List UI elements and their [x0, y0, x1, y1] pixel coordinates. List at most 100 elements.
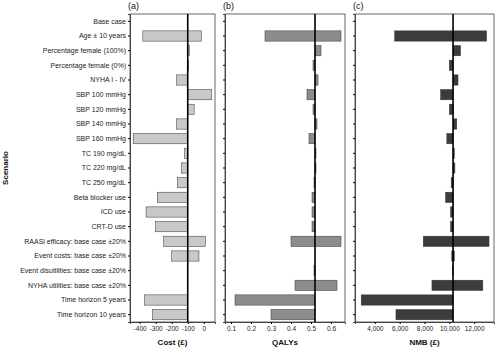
tick-label: Time horizon 10 years [57, 311, 126, 319]
bar [446, 192, 453, 202]
y-tick [223, 212, 225, 213]
bar [295, 280, 337, 290]
y-tick [353, 270, 355, 271]
tick-mark [223, 314, 225, 315]
panel: 4,0006,0008,00010,00012,000(c)NMB (£) [353, 1, 495, 347]
bar [423, 236, 489, 246]
x-tick: -400 [134, 322, 147, 332]
y-tick [353, 138, 355, 139]
bar [181, 163, 187, 173]
bar [177, 119, 188, 129]
y-axis-title: Scenario [1, 151, 10, 185]
y-tick [223, 314, 225, 315]
tick-mark [223, 94, 225, 95]
y-tick: SBP 160 mmHg [76, 135, 130, 143]
y-tick [353, 124, 355, 125]
tick-label: CRT-D use [92, 223, 127, 230]
y-tick [223, 109, 225, 110]
base-line [452, 14, 454, 322]
bar [265, 31, 341, 41]
tick-mark [223, 182, 225, 183]
tick-mark [223, 226, 225, 227]
y-tick [223, 65, 225, 66]
tick-mark [223, 241, 225, 242]
y-tick: ICD use [101, 208, 130, 215]
bar [152, 310, 187, 320]
bar [271, 310, 315, 320]
tick-mark [128, 300, 130, 301]
bar [164, 236, 206, 246]
tick-mark [223, 212, 225, 213]
tick-label: Time horizon 5 years [61, 296, 127, 304]
y-tick [223, 168, 225, 169]
tick-mark [353, 270, 355, 271]
y-tick [223, 270, 225, 271]
tick-label: RAASi efficacy: base case ±20% [24, 238, 126, 246]
axis-line [223, 15, 226, 323]
tick-label: Beta blocker use [74, 194, 126, 201]
tick-mark [223, 124, 225, 125]
bar [291, 236, 341, 246]
y-tick [353, 314, 355, 315]
y-tick: SBP 120 mmHg [76, 106, 130, 114]
y-tick [353, 80, 355, 81]
tick-label: 0.2 [247, 325, 256, 332]
tick-mark [128, 94, 130, 95]
tick-label: Percentage female (100%) [43, 47, 126, 55]
y-tick [353, 285, 355, 286]
tick-label: NYHA utilities: base case ±20% [28, 282, 126, 289]
y-tick [353, 94, 355, 95]
bar [235, 295, 315, 305]
tick-mark [223, 109, 225, 110]
x-tick: 0.4 [287, 322, 296, 332]
x-axis: 0.10.20.30.40.50.6 [226, 322, 346, 332]
tick-mark [128, 256, 130, 257]
x-tick: 6,000 [392, 322, 409, 332]
tick-label: ICD use [101, 208, 126, 215]
y-tick: Percentage female (0%) [51, 62, 130, 70]
tick-mark [128, 241, 130, 242]
tick-label: -100 [182, 325, 195, 332]
tick-mark [353, 241, 355, 242]
y-tick [223, 94, 225, 95]
bar [441, 90, 453, 100]
x-tick: 0.6 [327, 322, 336, 332]
tick-label: 0.3 [267, 325, 276, 332]
y-tick: CRT-D use [92, 223, 131, 230]
tick-mark [128, 285, 130, 286]
bars [361, 14, 489, 322]
tick-mark [223, 65, 225, 66]
tick-mark [128, 182, 130, 183]
bar [157, 192, 187, 202]
y-tick [223, 138, 225, 139]
y-tick: Time horizon 10 years [57, 311, 130, 319]
tick-mark [128, 270, 130, 271]
y-tick: Event disutilities: base case ±20% [20, 267, 130, 274]
y-tick [353, 153, 355, 154]
y-tick [353, 50, 355, 51]
bar [395, 31, 487, 41]
tick-label: NYHA I - IV [90, 76, 126, 83]
tick-label: 12,000 [465, 325, 485, 332]
tick-mark [128, 109, 130, 110]
x-tick: 0.1 [227, 322, 236, 332]
base-line [187, 14, 189, 322]
y-tick: Percentage female (100%) [43, 47, 130, 55]
y-tick [353, 36, 355, 37]
bar [315, 46, 321, 56]
tick-mark [128, 168, 130, 169]
bar [133, 134, 188, 144]
tick-mark [353, 65, 355, 66]
bar [146, 207, 188, 217]
tick-mark [353, 197, 355, 198]
y-tick [353, 300, 355, 301]
tick-mark [353, 212, 355, 213]
y-tick [223, 153, 225, 154]
y-tick: SBP 100 mmHg [76, 91, 130, 99]
tick-mark [128, 50, 130, 51]
x-tick: 10,000 [440, 322, 460, 332]
bar [172, 251, 199, 261]
bar [144, 295, 187, 305]
y-tick [223, 285, 225, 286]
y-tick [353, 197, 355, 198]
